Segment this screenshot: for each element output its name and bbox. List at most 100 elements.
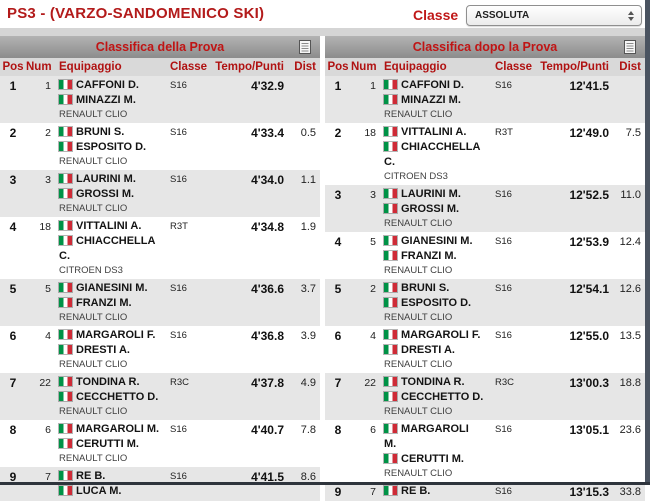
gap-value: 7.5 — [625, 127, 641, 139]
italy-flag-icon — [384, 392, 397, 401]
crew-cell: GIANESINI M. FRANZI M. RENAULT CLIO — [54, 281, 170, 324]
classe-select[interactable]: ASSOLUTA — [466, 5, 642, 26]
table-row: 8 6 MARGAROLI M. CERUTTI M. RENAULT CLIO S16 4… — [0, 420, 320, 467]
italy-flag-icon — [59, 298, 72, 307]
gap-value: 7.8 — [300, 424, 316, 436]
car-model: RENAULT CLIO — [384, 218, 453, 229]
car-model: RENAULT CLIO — [59, 203, 128, 214]
col-tempo: Tempo/Punti — [215, 61, 284, 73]
window-edge-right — [645, 0, 650, 485]
italy-flag-icon — [59, 486, 72, 495]
crew-member-name: MINAZZI M. — [384, 93, 495, 108]
crew-member-name: TONDINA R. — [59, 375, 170, 390]
class-value: R3T — [170, 221, 188, 232]
position-value: 6 — [334, 329, 342, 343]
crew-cell: CAFFONI D. MINAZZI M. RENAULT CLIO — [54, 78, 170, 121]
italy-flag-icon — [384, 189, 397, 198]
position-value: 7 — [9, 376, 17, 390]
class-value: S16 — [495, 80, 512, 91]
car-model: RENAULT CLIO — [384, 312, 453, 323]
italy-flag-icon — [384, 142, 397, 151]
italy-flag-icon — [59, 80, 72, 89]
table-row: 2 18 VITTALINI A. CHIACCHELLA C. CITROEN DS3 R… — [325, 123, 645, 185]
italy-flag-icon — [59, 392, 72, 401]
col-dist: Dist — [619, 61, 641, 73]
position-value: 1 — [9, 79, 17, 93]
position-value: 8 — [9, 423, 17, 437]
time-value: 4'32.9 — [251, 79, 284, 93]
table-row: 6 4 MARGAROLI F. DRESTI A. RENAULT CLIO S16 4'… — [0, 326, 320, 373]
crew-member-name: ESPOSITO D. — [59, 140, 170, 155]
time-value: 4'36.6 — [251, 282, 284, 296]
stage-classification-table: Classifica della Prova Pos Num Equipaggi… — [0, 36, 320, 501]
italy-flag-icon — [59, 439, 72, 448]
export-button[interactable] — [622, 39, 638, 55]
car-number-value: 5 — [45, 283, 51, 295]
time-value: 4'34.8 — [251, 220, 284, 234]
italy-flag-icon — [384, 454, 397, 463]
car-number-value: 7 — [370, 486, 376, 498]
time-value: 13'05.1 — [569, 423, 609, 437]
col-dist: Dist — [294, 61, 316, 73]
table-title-bar: Classifica dopo la Prova — [325, 36, 645, 58]
position-value: 8 — [334, 423, 342, 437]
classe-select-value: ASSOLUTA — [475, 10, 530, 21]
car-number-value: 2 — [45, 127, 51, 139]
car-number-value: 4 — [370, 330, 376, 342]
table-row: 5 5 GIANESINI M. FRANZI M. RENAULT CLIO S16 4'… — [0, 279, 320, 326]
car-model: RENAULT CLIO — [59, 312, 128, 323]
crew-cell: MARGAROLI F. DRESTI A. RENAULT CLIO — [54, 328, 170, 371]
crew-member-name: LUCA M. — [59, 484, 170, 499]
crew-member-name: CHIACCHELLA C. — [59, 235, 156, 262]
italy-flag-icon — [384, 236, 397, 245]
table-row: 8 6 MARGAROLI M. CERUTTI M. RENAULT CLIO S16 13… — [325, 420, 645, 482]
page-title: PS3 - (VARZO-SANDOMENICO SKI) — [7, 5, 265, 22]
gap-value: 12.6 — [619, 283, 641, 295]
crew-cell: MARGAROLI F. DRESTI A. RENAULT CLIO — [379, 328, 495, 371]
table-row: 6 4 MARGAROLI F. DRESTI A. RENAULT CLIO S16 12… — [325, 326, 645, 373]
crew-member-name: MARGAROLI F. — [384, 328, 495, 343]
export-button[interactable] — [297, 39, 313, 55]
crew-member-name: VITTALINI A. — [59, 219, 170, 234]
crew-member-name: ESPOSITO D. — [384, 296, 495, 311]
gap-value: 23.6 — [619, 424, 641, 436]
car-model: RENAULT CLIO — [384, 468, 453, 479]
table-title: Classifica della Prova — [95, 40, 225, 54]
classe-filter-label: Classe — [413, 7, 459, 23]
crew-cell: CAFFONI D. MINAZZI M. RENAULT CLIO — [379, 78, 495, 121]
col-classe: Classe — [170, 61, 208, 73]
document-icon — [299, 40, 311, 54]
crew-member-name: GIANESINI M. — [59, 281, 170, 296]
table-row: 4 5 GIANESINI M. FRANZI M. RENAULT CLIO S16 12… — [325, 232, 645, 279]
car-number-value: 22 — [39, 377, 51, 389]
gap-value: 4.9 — [300, 377, 316, 389]
car-model: RENAULT CLIO — [384, 406, 453, 417]
overall-classification-table: Classifica dopo la Prova Pos Num Equipag… — [325, 36, 645, 501]
table-row: 4 18 VITTALINI A. CHIACCHELLA C. CITROEN DS3 R… — [0, 217, 320, 279]
italy-flag-icon — [384, 424, 397, 433]
class-value: S16 — [170, 80, 187, 91]
car-model: RENAULT CLIO — [59, 406, 128, 417]
gap-value: 33.8 — [619, 486, 641, 498]
car-number-value: 3 — [45, 174, 51, 186]
car-model: RENAULT CLIO — [59, 156, 128, 167]
italy-flag-icon — [59, 330, 72, 339]
position-value: 5 — [9, 282, 17, 296]
crew-member-name: DRESTI A. — [59, 343, 170, 358]
italy-flag-icon — [59, 236, 72, 245]
table-rows: 1 1 CAFFONI D. MINAZZI M. RENAULT CLIO S16 12'… — [325, 76, 645, 501]
classification-tables: Classifica della Prova Pos Num Equipaggi… — [0, 36, 645, 501]
crew-member-name: GROSSI M. — [384, 202, 495, 217]
class-value: S16 — [170, 127, 187, 138]
col-classe: Classe — [495, 61, 533, 73]
gap-value: 3.9 — [300, 330, 316, 342]
italy-flag-icon — [384, 345, 397, 354]
time-value: 12'41.5 — [569, 79, 609, 93]
crew-cell: MARGAROLI M. CERUTTI M. RENAULT CLIO — [54, 422, 170, 465]
car-number-value: 1 — [370, 80, 376, 92]
italy-flag-icon — [384, 298, 397, 307]
crew-member-name: BRUNI S. — [59, 125, 170, 140]
table-row: 7 22 TONDINA R. CECCHETTO D. RENAULT CLIO R3C… — [325, 373, 645, 420]
crew-member-name: FRANZI M. — [59, 296, 170, 311]
italy-flag-icon — [59, 142, 72, 151]
